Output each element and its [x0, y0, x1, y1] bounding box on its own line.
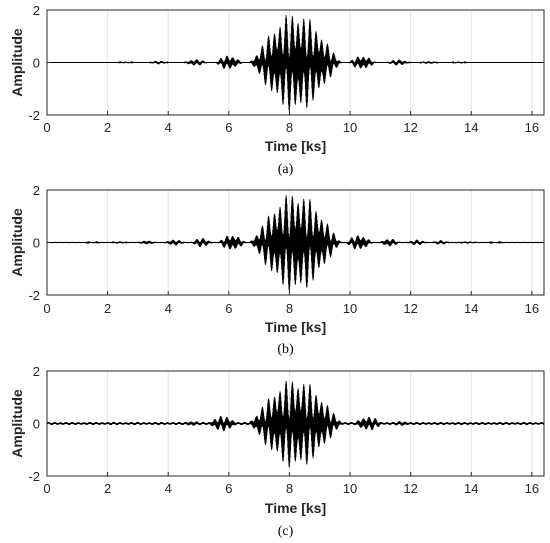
xtick-label: 12 [403, 301, 417, 316]
ytick-label: 0 [33, 417, 40, 432]
xtick-label: 10 [343, 301, 357, 316]
xtick-label: 4 [165, 481, 172, 496]
panel-caption: (b) [277, 342, 294, 357]
xtick-label: 0 [43, 481, 50, 496]
y-axis-label: Amplitude [9, 208, 25, 277]
panel-caption: (c) [278, 524, 294, 539]
xtick-label: 8 [286, 120, 293, 135]
xtick-label: 4 [165, 120, 172, 135]
xtick-label: 2 [104, 120, 111, 135]
xtick-label: 2 [104, 301, 111, 316]
xtick-label: 2 [104, 481, 111, 496]
ytick-label: 2 [33, 364, 40, 379]
ytick-label: -2 [28, 288, 40, 303]
ytick-label: 0 [33, 236, 40, 251]
xtick-label: 6 [225, 301, 232, 316]
xtick-label: 12 [403, 120, 417, 135]
xtick-label: 12 [403, 481, 417, 496]
panel-caption: (a) [278, 162, 294, 177]
x-axis-label: Time [ks] [265, 500, 326, 516]
xtick-label: 0 [43, 120, 50, 135]
xtick-label: 6 [225, 481, 232, 496]
ytick-label: 2 [33, 3, 40, 18]
xtick-label: 14 [464, 481, 478, 496]
xtick-label: 10 [343, 120, 357, 135]
xtick-label: 16 [525, 120, 539, 135]
signal-line-0 [47, 15, 544, 112]
xtick-label: 16 [525, 481, 539, 496]
xtick-label: 10 [343, 481, 357, 496]
ytick-label: 2 [33, 183, 40, 198]
xtick-label: 4 [165, 301, 172, 316]
xtick-label: 8 [286, 301, 293, 316]
ytick-label: -2 [28, 469, 40, 484]
xtick-label: 16 [525, 301, 539, 316]
xtick-label: 8 [286, 481, 293, 496]
y-axis-label: Amplitude [9, 28, 25, 97]
signal-line-2 [47, 380, 544, 468]
xtick-label: 0 [43, 301, 50, 316]
y-axis-label: Amplitude [9, 389, 25, 458]
signal-line-1 [47, 195, 544, 292]
ytick-label: -2 [28, 108, 40, 123]
x-axis-label: Time [ks] [265, 319, 326, 335]
ytick-label: 0 [33, 56, 40, 71]
xtick-label: 14 [464, 301, 478, 316]
x-axis-label: Time [ks] [265, 138, 326, 154]
xtick-label: 6 [225, 120, 232, 135]
xtick-label: 14 [464, 120, 478, 135]
